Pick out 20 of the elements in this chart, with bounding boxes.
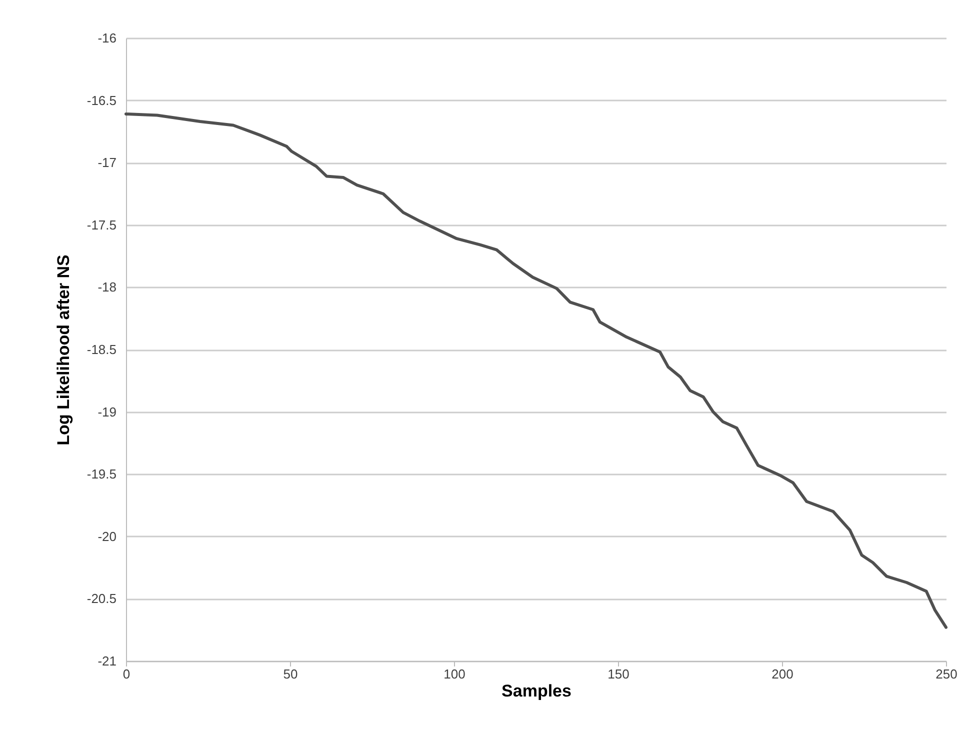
- x-tick-label: 0: [122, 666, 130, 682]
- y-tick-label: -19: [98, 404, 116, 420]
- x-tick-label: 100: [444, 666, 466, 682]
- y-tick-label: -18.5: [86, 342, 116, 357]
- y-tick-label: -19.5: [86, 466, 116, 482]
- y-tick-label: -18: [98, 280, 116, 295]
- y-tick-label: -17.5: [86, 217, 116, 232]
- y-tick-label: -16.5: [86, 92, 116, 108]
- x-axis-title: Samples: [502, 682, 572, 700]
- y-tick-label: -16: [98, 30, 116, 46]
- y-tick-label: -20.5: [86, 591, 116, 606]
- y-tick-label: -20: [98, 528, 116, 544]
- x-tick-label: 250: [936, 666, 958, 682]
- line-series: [124, 112, 948, 629]
- y-axis-title: Log Likelihood after NS: [54, 254, 73, 446]
- y-tick-label: -17: [98, 155, 116, 170]
- y-tick-label: -21: [98, 654, 116, 668]
- x-tick-label: 200: [772, 666, 794, 682]
- x-tick-label: 50: [283, 666, 298, 682]
- x-tick-label: 150: [608, 666, 630, 682]
